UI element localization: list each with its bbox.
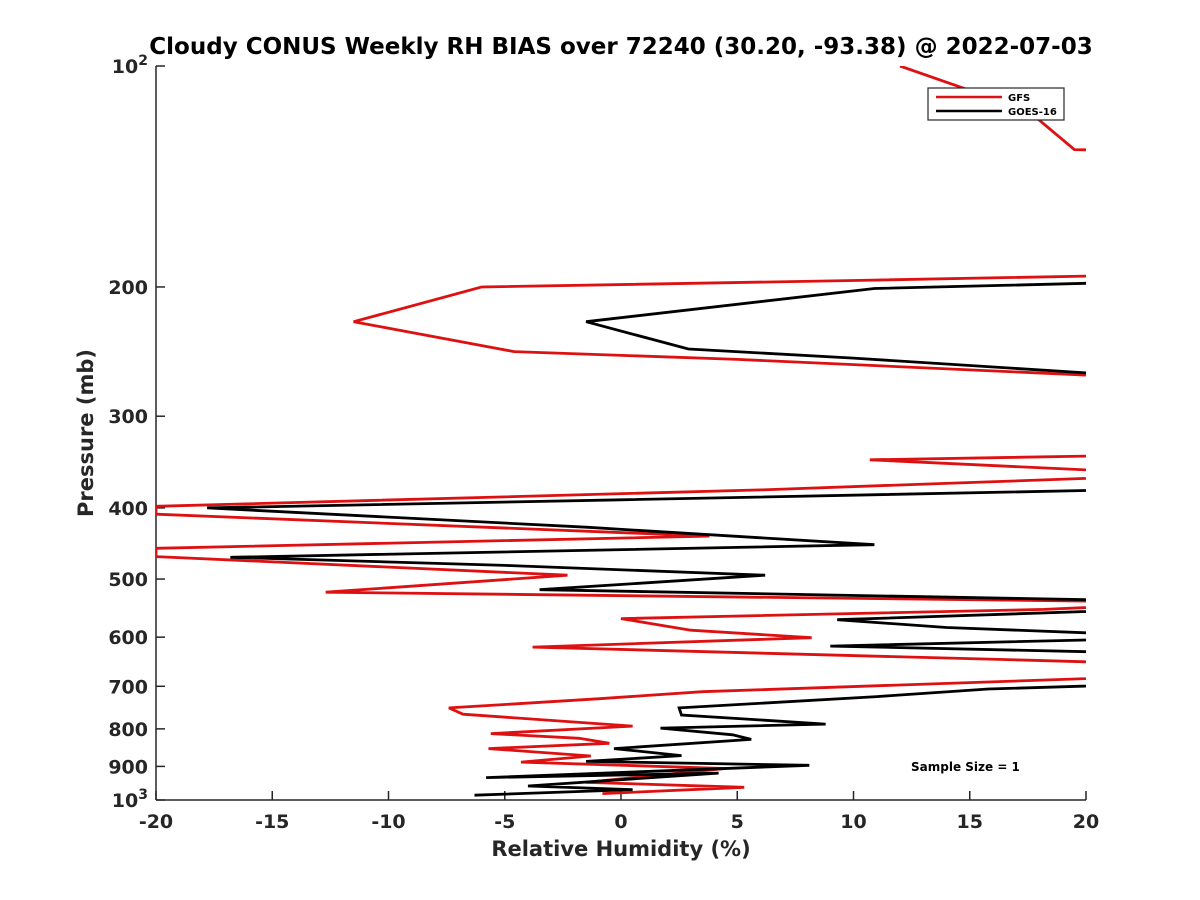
y-tick-label: 200 [108,277,148,299]
chart-title: Cloudy CONUS Weekly RH BIAS over 72240 (… [149,34,1092,60]
sample-size-annotation: Sample Size = 1 [911,760,1020,774]
x-axis-label: Relative Humidity (%) [491,837,750,861]
series-lines [156,66,1086,797]
y-tick-label: 500 [108,569,148,591]
x-tick-label: 20 [1073,811,1099,833]
y-tick-label: 800 [108,719,148,741]
y-tick-label: 102 [112,53,148,78]
y-tick-label: 300 [108,406,148,428]
x-tick-label: -5 [494,811,515,833]
series-line-goes16 [207,281,1086,797]
y-axis-label: Pressure (mb) [74,349,98,517]
x-tick-label: 5 [731,811,744,833]
legend-label-goes16: GOES-16 [1008,107,1057,118]
plot-axes [155,66,1086,801]
legend-box [927,87,1065,121]
x-ticks: -20 -15 -10 -5 0 5 10 15 20 [139,791,1099,833]
legend-label-gfs: GFS [1008,93,1030,104]
y-ticks: 102 200 300 400 500 600 700 800 900 103 [108,53,165,812]
y-tick-label: 700 [108,676,148,698]
x-tick-label: 10 [840,811,866,833]
y-tick-label: 400 [108,498,148,520]
x-tick-label: -15 [255,811,289,833]
y-tick-label: 103 [112,787,148,812]
x-tick-label: -10 [371,811,405,833]
y-tick-label: 600 [108,627,148,649]
x-tick-label: -20 [139,811,173,833]
legend: GFS GOES-16 [927,87,1065,121]
x-tick-label: 15 [957,811,983,833]
y-tick-label: 900 [108,756,148,778]
x-tick-label: 0 [614,811,627,833]
series-line-gfs [156,66,1086,795]
